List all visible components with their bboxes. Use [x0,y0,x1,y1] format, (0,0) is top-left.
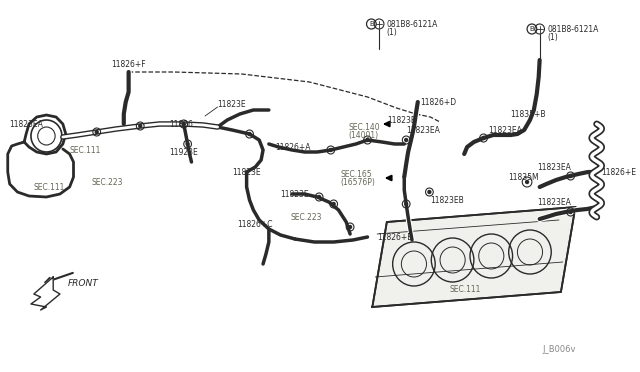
Circle shape [366,138,369,141]
Circle shape [248,132,251,135]
Circle shape [330,148,332,151]
Text: (16576P): (16576P) [340,177,375,186]
Circle shape [317,196,321,199]
Text: 11823E: 11823E [232,167,260,176]
Circle shape [404,138,408,141]
Polygon shape [31,277,60,310]
Text: SEC.111: SEC.111 [34,183,65,192]
Circle shape [186,142,189,145]
Text: 11823EA: 11823EA [10,119,44,128]
Circle shape [569,211,572,214]
Text: 11823E: 11823E [218,99,246,109]
Text: 11823EA: 11823EA [537,198,571,206]
Text: 11826+C: 11826+C [237,219,273,228]
Text: 11823EA: 11823EA [406,125,440,135]
Text: 11826+F: 11826+F [111,60,146,68]
Text: (1): (1) [547,32,558,42]
Text: 11823EA: 11823EA [488,125,522,135]
Text: SEC.223: SEC.223 [92,177,124,186]
Text: 11826+D: 11826+D [420,97,457,106]
Circle shape [332,202,335,205]
Text: SEC.140: SEC.140 [348,122,380,131]
Text: 11835+B: 11835+B [511,109,546,119]
Text: 11823EA: 11823EA [537,163,571,171]
Circle shape [95,131,98,134]
Text: B: B [529,26,534,32]
Text: B: B [369,21,374,27]
Circle shape [482,137,485,140]
Text: SEC.111: SEC.111 [70,145,101,154]
Circle shape [349,225,351,228]
Text: J_B006v: J_B006v [542,345,575,354]
Text: 11823EB: 11823EB [430,196,464,205]
Text: SEC.111: SEC.111 [450,285,481,295]
Text: 11826+A: 11826+A [276,142,311,151]
Circle shape [139,125,141,128]
Text: 11835M: 11835M [508,173,538,182]
Text: (14001): (14001) [348,131,378,140]
Polygon shape [372,207,575,307]
Circle shape [404,202,408,205]
Text: 11923E: 11923E [169,148,198,157]
Circle shape [569,174,572,177]
Text: 11823E: 11823E [387,115,415,125]
Text: 11823E: 11823E [280,189,309,199]
Text: 11826: 11826 [169,119,193,128]
Circle shape [525,180,529,183]
Text: 081B8-6121A: 081B8-6121A [547,25,599,33]
Text: FRONT: FRONT [68,279,99,289]
Text: SEC.165: SEC.165 [340,170,372,179]
Circle shape [182,122,185,125]
Text: 11826+B: 11826+B [377,232,413,241]
Text: 081B8-6121A: 081B8-6121A [387,19,438,29]
Circle shape [428,190,431,193]
Text: SEC.223: SEC.223 [290,212,322,221]
Text: 11826+E: 11826+E [602,167,637,176]
Text: (1): (1) [387,28,397,36]
